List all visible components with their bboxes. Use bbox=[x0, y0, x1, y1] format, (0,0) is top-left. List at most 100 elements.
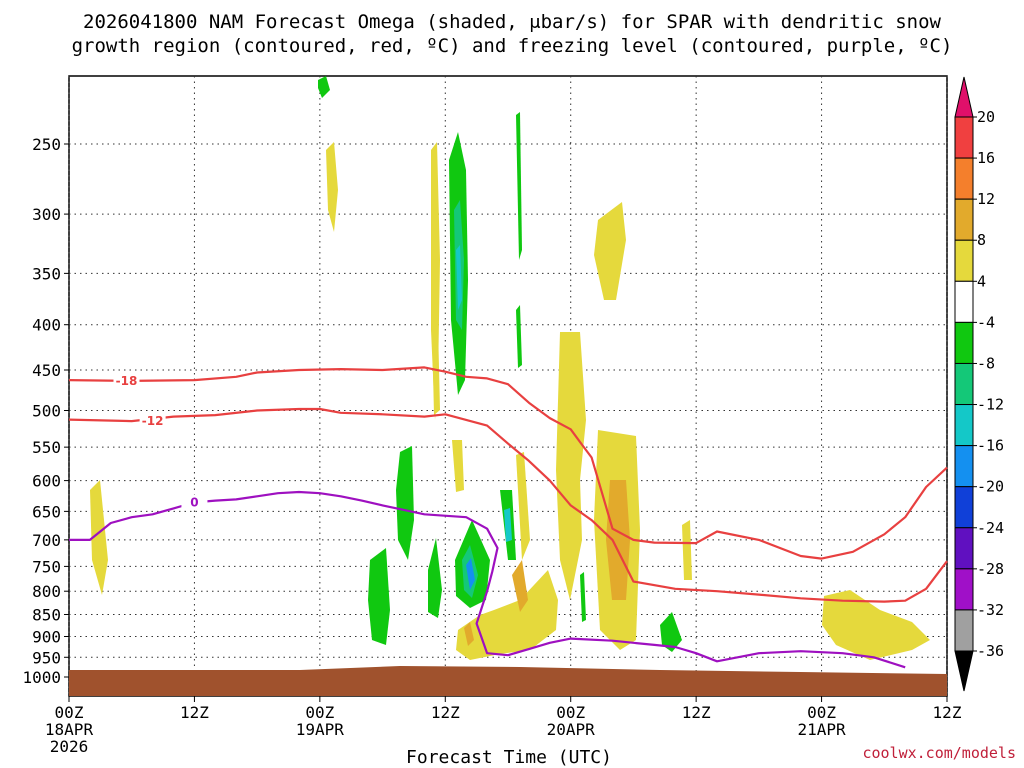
x-tick-label: 12Z bbox=[682, 703, 711, 722]
plot-frame bbox=[68, 75, 948, 697]
credit-link[interactable]: coolwx.com/models bbox=[862, 744, 1016, 762]
x-tick-label: 12Z bbox=[933, 703, 962, 722]
colorbar-top-arrow bbox=[954, 76, 974, 118]
colorbar-swatch bbox=[954, 116, 974, 159]
omega-shade-region bbox=[456, 245, 462, 310]
x-tick-label: 18APR bbox=[45, 720, 94, 739]
x-tick-label: 00Z bbox=[807, 703, 836, 722]
colorbar-label: -16 bbox=[977, 437, 1004, 455]
y-tick-label: 1000 bbox=[22, 668, 61, 687]
omega-shade-region bbox=[822, 590, 930, 660]
ground-terrain bbox=[69, 666, 947, 696]
omega-shade-region bbox=[594, 202, 626, 300]
omega-shade-region bbox=[516, 112, 522, 260]
y-tick-label: 750 bbox=[32, 557, 61, 576]
colorbar-label: 16 bbox=[977, 149, 995, 167]
omega-shading-layer bbox=[90, 76, 930, 660]
y-tick-label: 450 bbox=[32, 361, 61, 380]
y-tick-label: 700 bbox=[32, 531, 61, 550]
omega-shade-region bbox=[516, 305, 522, 368]
colorbar-label: -12 bbox=[977, 396, 1004, 414]
omega-shade-region bbox=[504, 508, 512, 542]
x-tick-label: 19APR bbox=[296, 720, 345, 739]
colorbar-label: -24 bbox=[977, 519, 1004, 537]
omega-shade-region bbox=[556, 332, 586, 600]
colorbar-label: -36 bbox=[977, 642, 1004, 660]
omega-shade-region bbox=[516, 452, 530, 560]
colorbar-label: 4 bbox=[977, 272, 986, 290]
x-tick-label: 20APR bbox=[547, 720, 596, 739]
omega-shade-region bbox=[660, 612, 682, 652]
contour-layer: -18 -12 0 bbox=[68, 366, 948, 669]
colorbar-swatch bbox=[954, 157, 974, 200]
colorbar-swatch bbox=[954, 404, 974, 447]
y-tick-label: 400 bbox=[32, 316, 61, 335]
y-tick-label: 850 bbox=[32, 606, 61, 625]
y-tick-label: 650 bbox=[32, 502, 61, 521]
colorbar-swatch bbox=[954, 445, 974, 488]
contour-line bbox=[68, 407, 948, 603]
omega-shade-region bbox=[318, 76, 330, 98]
colorbar-label: 12 bbox=[977, 190, 995, 208]
colorbar-swatch bbox=[954, 609, 974, 652]
omega-shade-region bbox=[396, 446, 414, 560]
chart-title-line2: growth region (contoured, red, ºC) and f… bbox=[72, 35, 953, 57]
y-tick-label: 500 bbox=[32, 402, 61, 421]
contour-label-bg bbox=[113, 372, 140, 388]
contour-label: -12 bbox=[142, 414, 164, 428]
colorbar-swatch bbox=[954, 362, 974, 406]
y-tick-label: 350 bbox=[32, 264, 61, 283]
omega-shade-region bbox=[368, 548, 390, 645]
x-tick-label: 00Z bbox=[55, 703, 84, 722]
contour-label-bg bbox=[139, 413, 166, 429]
omega-shade-region bbox=[466, 558, 475, 590]
omega-shade-region bbox=[90, 480, 108, 595]
x-tick-label: 00Z bbox=[556, 703, 585, 722]
colorbar-swatch bbox=[954, 486, 974, 529]
x-axis-title: Forecast Time (UTC) bbox=[406, 747, 612, 768]
contour-label-bg bbox=[181, 494, 208, 510]
omega-shade-region bbox=[452, 440, 464, 492]
y-tick-label: 550 bbox=[32, 438, 61, 457]
chart-title-line1: 2026041800 NAM Forecast Omega (shaded, μ… bbox=[83, 11, 941, 33]
omega-shade-region bbox=[428, 538, 442, 618]
colorbar-label: -8 bbox=[977, 354, 995, 372]
colorbar-label: -28 bbox=[977, 560, 1004, 578]
colorbar-label: 20 bbox=[977, 108, 995, 126]
colorbar-swatch bbox=[954, 321, 974, 364]
x-tick-label: 12Z bbox=[180, 703, 209, 722]
omega-shade-region bbox=[464, 622, 474, 646]
x-tick-label: 2026 bbox=[50, 737, 89, 756]
x-tick-label: 00Z bbox=[305, 703, 334, 722]
colorbar-swatch bbox=[954, 527, 974, 570]
y-tick-label: 800 bbox=[32, 582, 61, 601]
colorbar-swatch bbox=[954, 568, 974, 611]
y-tick-label: 300 bbox=[32, 205, 61, 224]
omega-shade-region bbox=[580, 572, 586, 622]
colorbar-label: 8 bbox=[977, 231, 986, 249]
contour-label: 0 bbox=[190, 495, 198, 509]
y-axis-ticks: 250 300 350 400 450 500 550 600 650 700 750 800 850 9… bbox=[22, 135, 69, 687]
y-tick-label: 900 bbox=[32, 627, 61, 646]
colorbar-swatch bbox=[954, 280, 974, 323]
y-tick-label: 600 bbox=[32, 472, 61, 491]
colorbar-label: -4 bbox=[977, 313, 995, 331]
omega-shade-region bbox=[326, 142, 338, 232]
colorbar: 20 16 12 8 4 -4 -8 -12 -16 -20 -24 -28 -32 -36 bbox=[954, 76, 1004, 692]
colorbar-swatch bbox=[954, 198, 974, 241]
colorbar-swatch bbox=[954, 239, 974, 282]
x-tick-label: 12Z bbox=[431, 703, 460, 722]
omega-shade-region bbox=[682, 520, 692, 580]
y-tick-label: 950 bbox=[32, 648, 61, 667]
x-tick-label: 21APR bbox=[797, 720, 846, 739]
contour-label: -18 bbox=[116, 374, 138, 388]
colorbar-label: -20 bbox=[977, 478, 1004, 496]
colorbar-label: -32 bbox=[977, 601, 1004, 619]
contour-line bbox=[68, 366, 948, 560]
omega-shade-region bbox=[606, 480, 630, 600]
colorbar-bottom-arrow bbox=[954, 650, 974, 692]
y-tick-label: 250 bbox=[32, 135, 61, 154]
